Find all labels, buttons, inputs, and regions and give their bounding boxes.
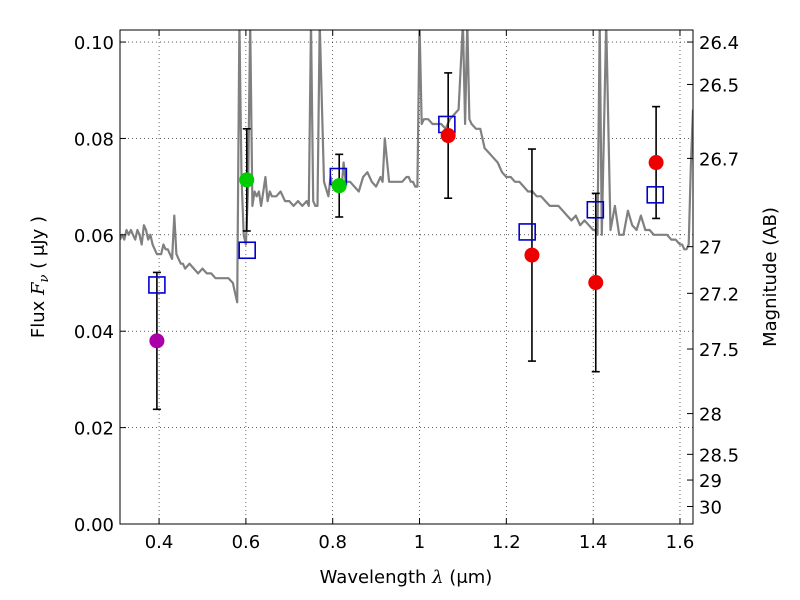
- observed-flux-point: [239, 172, 255, 188]
- model-flux-square: [586, 200, 605, 219]
- observed-flux-point: [440, 128, 456, 144]
- magnitude-tick-label: 28.5: [699, 445, 739, 466]
- y-axis-title-unit: ( μJy ): [28, 216, 49, 275]
- y-tick-label: 0.06: [74, 226, 114, 247]
- observed-flux-point: [149, 333, 165, 349]
- y-tick-label: 0.08: [74, 129, 114, 150]
- x-axis-title: Wavelength λ (μm): [320, 567, 493, 588]
- magnitude-tick-label: 27: [699, 238, 722, 259]
- observed-flux-point: [524, 247, 540, 263]
- magnitude-tick-label: 26.4: [699, 33, 739, 54]
- x-axis-title-symbol: λ: [431, 567, 443, 588]
- model-flux-square: [148, 276, 166, 294]
- y-tick-label: 0.04: [74, 322, 114, 343]
- observed-flux-point: [331, 178, 347, 194]
- axis-ticks: 0.4 0.6 0.8 1 1.2 1.4 1.6 0.00 0.02 0.04 0.06 0.08 0…: [74, 30, 739, 553]
- x-tick-label: 1: [414, 532, 425, 553]
- model-spectrum-layer: [120, 30, 693, 304]
- magnitude-tick-label: 27.5: [699, 340, 739, 361]
- model-flux-square: [238, 241, 256, 260]
- observed-flux-markers: [149, 128, 664, 349]
- y-axis-title-prefix: Flux: [28, 295, 49, 338]
- magnitude-tick-label: 30: [699, 498, 722, 519]
- x-axis-title-unit: (μm): [444, 567, 493, 588]
- y2-axis-title: Magnitude (AB): [760, 207, 781, 347]
- x-tick-label: 0.8: [318, 532, 347, 553]
- x-tick-label: 1.2: [492, 532, 521, 553]
- model-flux-square: [646, 186, 665, 204]
- magnitude-tick-label: 26.5: [699, 75, 739, 96]
- magnitude-tick-label: 26.7: [699, 149, 739, 170]
- y-axis-title-subscript: ν: [37, 274, 52, 282]
- x-tick-label: 1.4: [579, 532, 608, 553]
- x-tick-label: 1.6: [666, 532, 695, 553]
- model-spectrum-line: [120, 30, 693, 304]
- magnitude-tick-label: 28: [699, 405, 722, 426]
- y-axis-title: Flux Fν ( μJy ): [28, 216, 52, 338]
- y-tick-label: 0.10: [74, 33, 114, 54]
- observed-flux-point: [588, 275, 604, 291]
- observed-flux-point: [648, 155, 664, 171]
- magnitude-tick-label: 27.2: [699, 284, 739, 305]
- magnitude-tick-label: 29: [699, 471, 722, 492]
- y-tick-label: 0.00: [74, 515, 114, 536]
- model-flux-square: [518, 223, 536, 241]
- x-axis-title-prefix: Wavelength: [320, 567, 433, 588]
- y-axis-title-symbol: F: [28, 281, 49, 296]
- plot-frame: [119, 29, 694, 525]
- y-tick-label: 0.02: [74, 419, 114, 440]
- x-tick-label: 0.4: [145, 532, 174, 553]
- x-tick-label: 0.6: [232, 532, 261, 553]
